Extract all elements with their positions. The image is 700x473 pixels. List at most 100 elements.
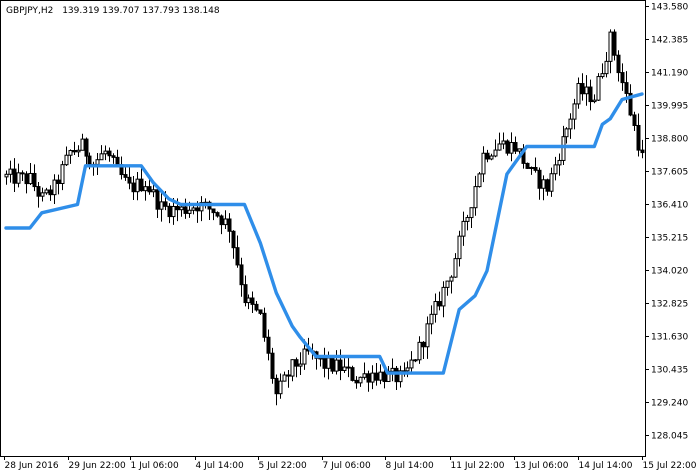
y-tick-label: 137.605 — [651, 168, 688, 178]
candle-body — [429, 313, 434, 325]
candle-body — [497, 143, 502, 151]
indicator-line — [4, 92, 644, 375]
x-tick-label: 29 Jun 22:00 — [69, 461, 126, 471]
candle-body — [469, 207, 474, 219]
candle-body — [612, 31, 617, 56]
candle-body — [143, 186, 148, 192]
candle-body — [84, 138, 89, 157]
candle-body — [473, 186, 478, 209]
candle-body — [298, 363, 303, 367]
candle-body — [425, 323, 430, 348]
candle-body — [290, 359, 295, 377]
candle-body — [135, 178, 140, 193]
candle-body — [270, 352, 275, 379]
candle-body — [235, 247, 240, 266]
candle-body — [390, 367, 395, 372]
candle-body — [282, 374, 287, 382]
candle-body — [322, 357, 327, 369]
candle-body — [48, 189, 53, 196]
candle-body — [107, 150, 112, 157]
candle-body — [40, 192, 45, 197]
candle-body — [44, 189, 49, 194]
candle-body — [421, 341, 426, 348]
candle-body — [215, 212, 220, 217]
candle-body — [223, 218, 228, 226]
x-tick-label: 1 Jul 06:00 — [131, 461, 180, 471]
symbol-label: GBPJPY,H2 — [6, 6, 53, 16]
candle-body — [80, 138, 85, 151]
candle-body — [115, 156, 120, 166]
y-tick-label: 135.215 — [651, 234, 688, 244]
y-tick-label: 130.435 — [651, 366, 688, 376]
candle-body — [147, 186, 152, 193]
y-tick-label: 129.240 — [651, 399, 688, 409]
candle-body — [127, 176, 132, 184]
candle-body — [608, 31, 613, 62]
candle-body — [195, 207, 200, 212]
candle-body — [433, 301, 438, 315]
candle-body — [334, 359, 339, 372]
x-tick-label: 4 Jul 14:00 — [196, 461, 245, 471]
plot-frame — [0, 0, 646, 457]
candle-body — [8, 168, 13, 175]
x-tick-label: 5 Jul 22:00 — [259, 461, 308, 471]
candle-body — [624, 82, 629, 94]
candle-body — [187, 209, 192, 214]
candle-body — [457, 235, 462, 260]
candle-body — [171, 205, 176, 218]
candle-body — [56, 179, 61, 185]
candle-body — [445, 280, 450, 288]
y-tick-label: 139.995 — [651, 102, 688, 112]
candle-body — [123, 174, 128, 178]
candle-body — [183, 206, 188, 214]
candle-body — [227, 218, 232, 232]
candle-body — [72, 150, 77, 153]
candle-body — [509, 142, 514, 154]
candle-body — [24, 173, 29, 185]
candle-body — [68, 150, 73, 156]
candle-body — [537, 169, 542, 189]
candle-body — [330, 357, 335, 372]
candle-body — [513, 142, 518, 152]
candle-body — [294, 359, 299, 367]
candle-body — [409, 359, 414, 369]
candle-body — [262, 312, 267, 338]
candle-body — [485, 152, 490, 160]
candle-body — [501, 140, 506, 145]
candle-body — [636, 124, 641, 151]
candle-body — [437, 301, 442, 307]
candle-body — [453, 258, 458, 278]
y-tick-label: 128.045 — [651, 432, 688, 442]
candle-body — [545, 179, 550, 192]
candle-body — [76, 149, 81, 153]
candle-body — [525, 162, 530, 169]
candle-body — [588, 86, 593, 103]
candle-body — [36, 186, 41, 197]
candle-body — [596, 76, 601, 101]
candle-body — [338, 359, 343, 371]
candle-body — [246, 297, 251, 304]
candle-body — [572, 103, 577, 120]
candle-body — [382, 371, 387, 383]
candle-body — [517, 148, 522, 152]
candle-body — [167, 205, 172, 218]
candle-body — [243, 284, 248, 304]
ohlc-values: 139.319 139.707 137.793 138.148 — [62, 6, 220, 16]
candle-body — [239, 264, 244, 286]
y-tick-label: 134.020 — [651, 267, 688, 277]
candle-body — [489, 155, 494, 160]
candle-body — [576, 83, 581, 105]
y-tick-label: 138.800 — [651, 135, 688, 145]
candle-body — [465, 217, 470, 222]
candle-body — [52, 179, 57, 196]
candle-body — [580, 83, 585, 95]
candle-body — [286, 374, 291, 377]
candlesticks — [4, 29, 645, 406]
candle-body — [632, 114, 637, 126]
candle-body — [549, 173, 554, 192]
candle-body — [449, 276, 454, 282]
candle-body — [620, 72, 625, 84]
y-tick-label: 131.630 — [651, 333, 688, 343]
